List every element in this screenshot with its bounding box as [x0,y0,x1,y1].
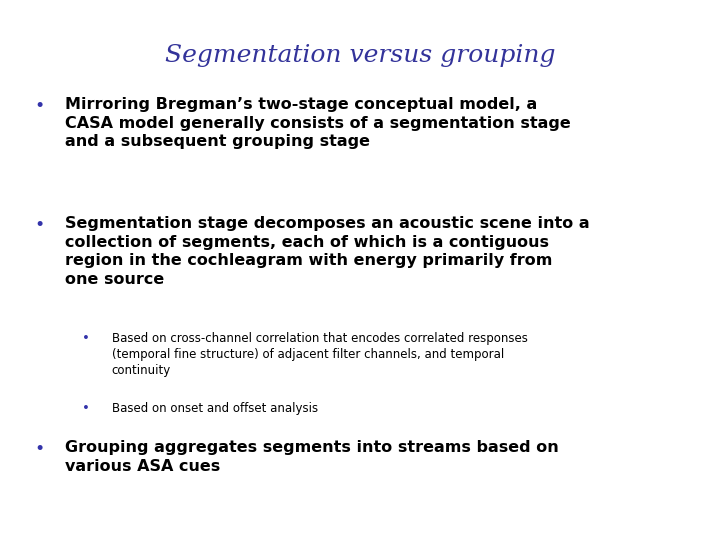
Text: Based on onset and offset analysis: Based on onset and offset analysis [112,402,318,415]
Text: •: • [35,440,45,458]
Text: •: • [35,97,45,115]
Text: Mirroring Bregman’s two-stage conceptual model, a
CASA model generally consists : Mirroring Bregman’s two-stage conceptual… [65,97,570,150]
Text: •: • [83,402,90,415]
Text: Grouping aggregates segments into streams based on
various ASA cues: Grouping aggregates segments into stream… [65,440,559,474]
Text: Segmentation versus grouping: Segmentation versus grouping [165,44,555,68]
Text: •: • [83,332,90,345]
Text: •: • [35,216,45,234]
Text: Based on cross-channel correlation that encodes correlated responses
(temporal f: Based on cross-channel correlation that … [112,332,528,377]
Text: Segmentation stage decomposes an acoustic scene into a
collection of segments, e: Segmentation stage decomposes an acousti… [65,216,590,287]
